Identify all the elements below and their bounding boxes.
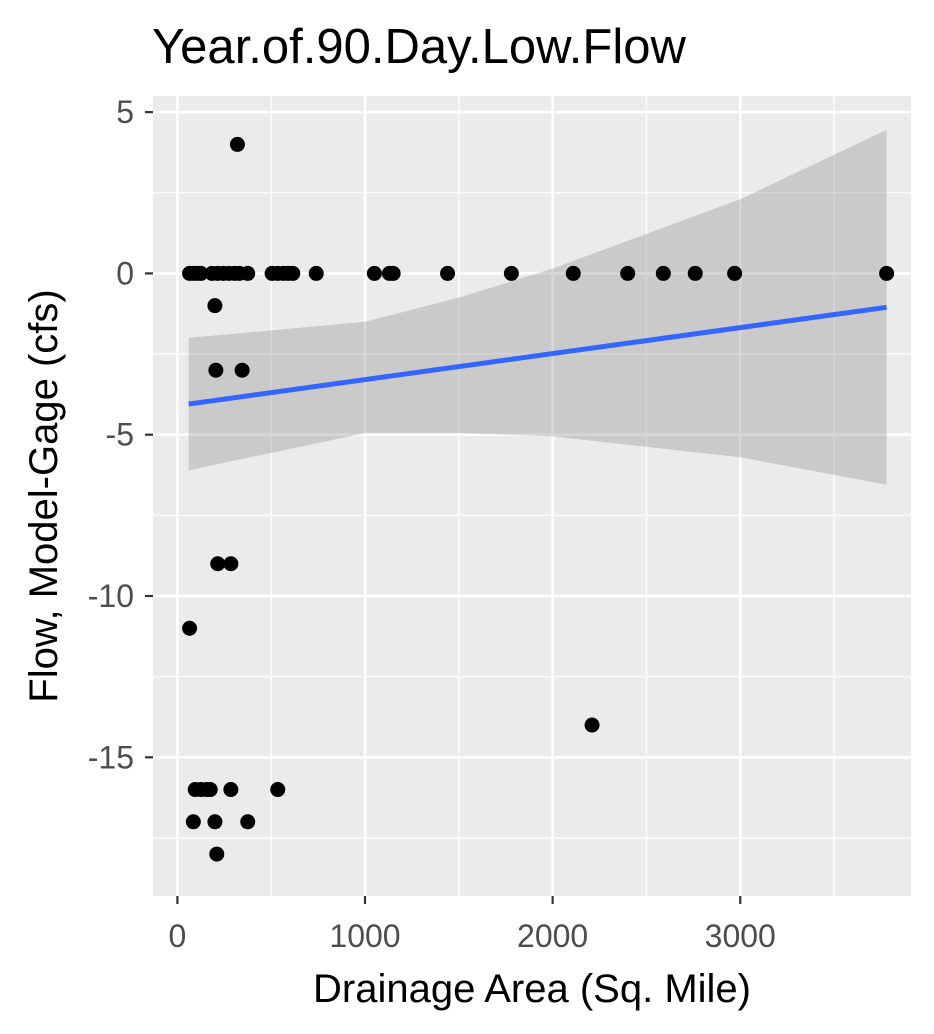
y-tick-label: -5: [106, 417, 134, 453]
data-point: [240, 814, 256, 830]
data-point: [727, 265, 743, 281]
data-point: [503, 265, 519, 281]
data-point: [584, 717, 600, 733]
confidence-band: [188, 129, 887, 485]
data-point: [209, 846, 225, 862]
data-point: [687, 265, 703, 281]
x-axis-ticks: 0 1000 2000 3000: [168, 896, 776, 954]
x-tick-label: 1000: [329, 918, 400, 954]
y-tick-label: 5: [116, 94, 134, 130]
data-point: [240, 265, 256, 281]
data-point: [234, 362, 250, 378]
data-point: [208, 362, 224, 378]
data-point: [207, 814, 223, 830]
y-tick-label: -10: [88, 578, 134, 614]
data-point: [185, 814, 201, 830]
confidence-band-layer: [188, 129, 887, 485]
data-point: [620, 265, 636, 281]
data-point: [308, 265, 324, 281]
x-axis-title: Drainage Area (Sq. Mile): [313, 967, 751, 1011]
data-point: [207, 298, 223, 314]
data-point: [193, 265, 209, 281]
y-axis-ticks: 5 0 -5 -10 -15: [88, 94, 153, 775]
data-point: [223, 782, 239, 798]
data-point: [285, 265, 301, 281]
x-tick-label: 2000: [517, 918, 588, 954]
minor-gridlines: [153, 96, 911, 896]
data-point: [879, 265, 895, 281]
data-point: [202, 782, 218, 798]
scatter-points: [182, 136, 895, 862]
data-point: [182, 620, 198, 636]
regression-line: [188, 304, 887, 407]
x-tick-label: 0: [168, 918, 186, 954]
y-tick-label: 0: [116, 255, 134, 291]
data-point: [223, 556, 239, 572]
x-tick-label: 3000: [705, 918, 776, 954]
y-axis-title: Flow, Model-Gage (cfs): [22, 289, 66, 702]
plot-panel: [153, 96, 911, 896]
data-point: [210, 556, 226, 572]
data-point: [385, 265, 401, 281]
data-point: [366, 265, 382, 281]
data-point: [655, 265, 671, 281]
fit-line-layer: [188, 304, 887, 407]
data-point: [565, 265, 581, 281]
y-tick-label: -15: [88, 739, 134, 775]
chart-title: Year.of.90.Day.Low.Flow: [152, 20, 686, 74]
data-point: [270, 782, 286, 798]
data-point: [229, 136, 245, 152]
data-point: [440, 265, 456, 281]
